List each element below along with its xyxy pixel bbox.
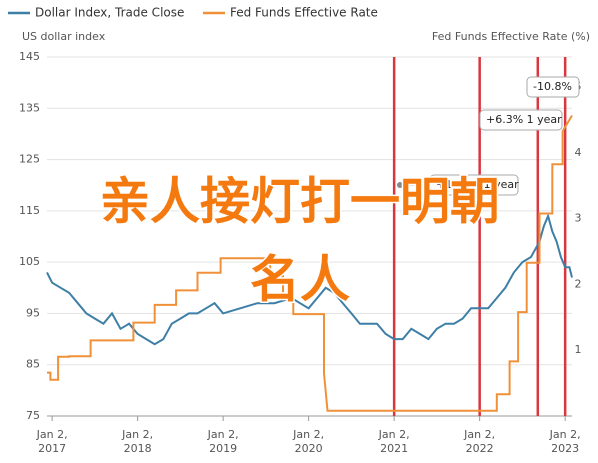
legend-label: Fed Funds Effective Rate xyxy=(230,6,378,20)
y-tick-label: 85 xyxy=(26,358,40,371)
y2-tick-label: 1 xyxy=(575,343,582,356)
x-tick-label: Jan 2, 2023 xyxy=(549,428,581,455)
y-tick-label: 75 xyxy=(26,409,40,422)
annotation-box xyxy=(429,174,519,196)
y2-tick-label: 2 xyxy=(575,277,582,290)
annotation: -10.8% xyxy=(533,80,572,93)
x-tick-label: Jan 2, 2019 xyxy=(207,428,239,455)
annotation: +6.3% 1 year xyxy=(486,113,562,126)
legend-label: Dollar Index, Trade Close xyxy=(35,6,184,20)
y-tick-label: 145 xyxy=(19,50,40,63)
y2-axis-title: Fed Funds Effective Rate (%) xyxy=(432,30,590,43)
annotation-box xyxy=(526,76,580,98)
y-axis-title: US dollar index xyxy=(22,30,106,43)
y-tick-label: 105 xyxy=(19,255,40,268)
y-tick-label: 95 xyxy=(26,306,40,319)
overlay-text: 亲人接灯打一明朝 xyxy=(100,173,500,231)
series-line xyxy=(47,114,573,412)
x-tick-label: Jan 2, 2018 xyxy=(122,428,154,455)
x-tick-label: Jan 2, 2020 xyxy=(293,428,325,455)
y2-tick-label: 3 xyxy=(575,212,582,225)
x-tick-label: Jan 2, 2021 xyxy=(378,428,410,455)
annotation: +12.5% 1 year xyxy=(436,178,519,191)
y2-tick-label: 4 xyxy=(575,146,582,159)
annotation-box xyxy=(479,109,563,131)
y-tick-label: 125 xyxy=(19,153,40,166)
x-tick-label: Jan 2, 2017 xyxy=(36,428,68,455)
overlay-text: 名人 xyxy=(250,251,350,309)
y-tick-label: 115 xyxy=(19,204,40,217)
y-tick-label: 135 xyxy=(19,101,40,114)
series-line xyxy=(46,212,573,346)
x-tick-label: Jan 2, 2022 xyxy=(464,428,496,455)
